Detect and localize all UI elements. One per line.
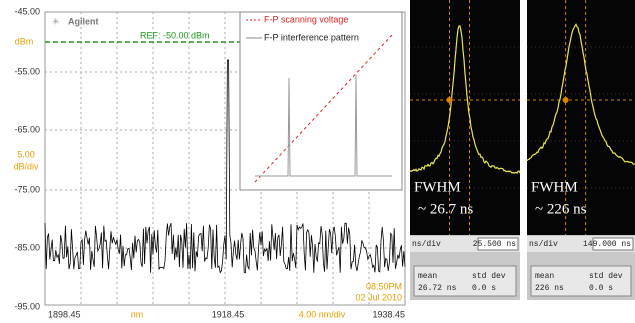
fwhm-value: ~ 26.7 ns [418, 201, 473, 217]
y-tick: -85.00 [14, 242, 40, 252]
div-label: ns/div [529, 240, 558, 249]
scale: 5.00 [17, 149, 35, 159]
logo-mark: ✳ [52, 16, 60, 26]
x-tick: 1938.45 [372, 309, 405, 319]
fwhm-label: FWHM [414, 179, 461, 195]
mean-label: mean [535, 272, 554, 281]
scope-panel: FWHM ~ 226 ns ns/div 149.000 ns mean 226 ns st… [527, 0, 635, 300]
div-value: 25.500 ns [473, 240, 516, 249]
x-tick: 1918.45 [212, 309, 245, 319]
x-unit: nm [131, 309, 144, 319]
scope-screen [410, 0, 520, 235]
mean-value: 226 ns [535, 284, 564, 293]
figure: -45.00 -55.00 -65.00 -75.00 -85.00 -95.0… [0, 0, 635, 323]
y-tick: -65.00 [14, 124, 40, 134]
y-tick: -45.00 [14, 6, 40, 16]
std-value: 0.0 s [472, 284, 496, 293]
fwhm-label: FWHM [531, 179, 578, 195]
fwhm-value: ~ 226 ns [535, 201, 587, 217]
div-label: ns/div [412, 240, 441, 249]
date: 02 Jul 2010 [355, 292, 402, 302]
std-value: 0.0 s [589, 284, 613, 293]
y-tick: -95.00 [14, 301, 40, 311]
time: 08:50PM [366, 281, 402, 291]
div-value: 149.000 ns [583, 240, 631, 249]
scope-screen [527, 0, 635, 235]
mean-value: 26.72 ns [418, 284, 457, 293]
span: 4.00 nm/div [299, 309, 346, 319]
marker [447, 97, 453, 103]
marker [563, 97, 569, 103]
logo: Agilent [68, 16, 99, 26]
x-tick: 1898.45 [48, 309, 81, 319]
std-label: std dev [589, 272, 623, 281]
legend-label: F-P scanning voltage [264, 14, 348, 24]
y-unit: dBm [15, 36, 34, 46]
scale-unit: dB/div [13, 161, 39, 171]
scope-panel: FWHM ~ 26.7 ns ns/div 25.500 ns mean 26.72 ns… [410, 0, 520, 300]
reference: REF: -50.00 dBm [140, 30, 210, 40]
legend-label: F-P interference pattern [264, 32, 359, 42]
mean-label: mean [418, 272, 437, 281]
std-label: std dev [472, 272, 506, 281]
y-tick: -55.00 [14, 66, 40, 76]
y-tick: -75.00 [14, 184, 40, 194]
